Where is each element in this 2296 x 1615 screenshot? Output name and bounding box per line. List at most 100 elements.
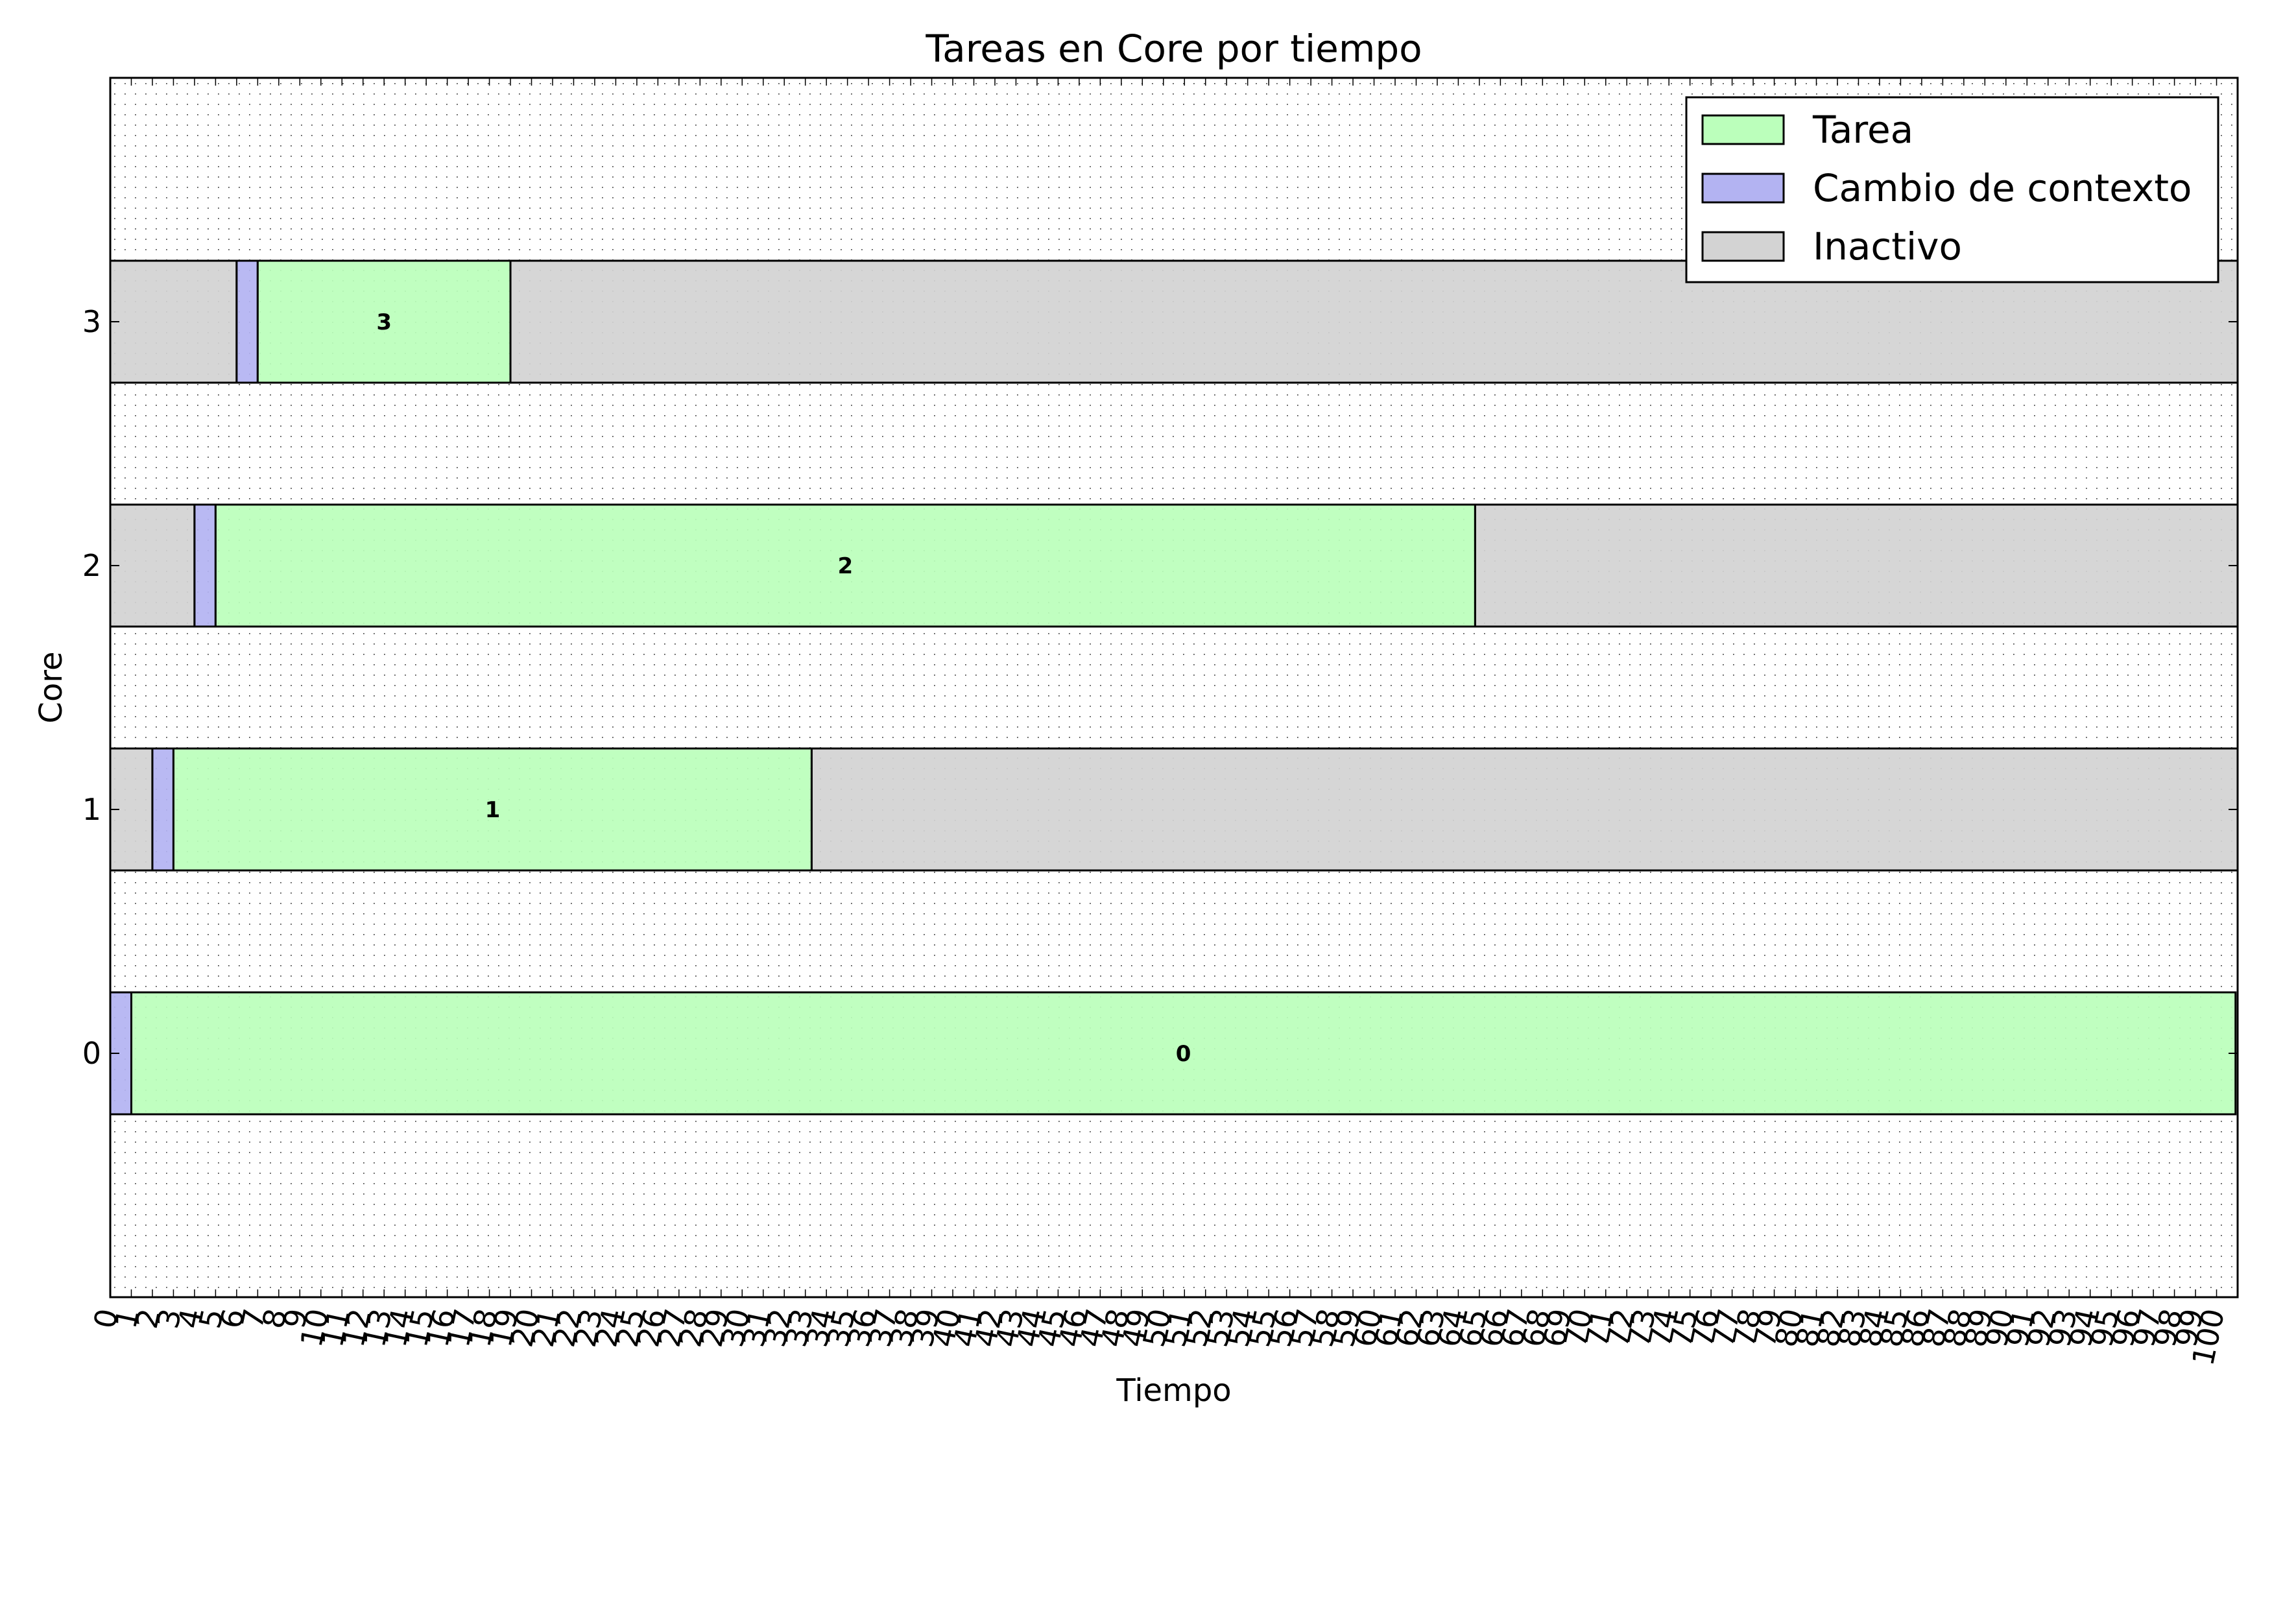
segment-label-core1: 1 [485, 797, 501, 823]
y-axis-label: Core [33, 651, 69, 723]
x-tick-label: 94 [2063, 1306, 2105, 1350]
bar-segment-core1-tarea [172, 747, 813, 872]
x-tick-label: 71 [1579, 1306, 1621, 1350]
x-tick-label: 66 [1473, 1306, 1515, 1350]
x-tick-label: 61 [1368, 1306, 1410, 1350]
x-tick-label: 49 [1115, 1306, 1157, 1350]
bar-segment-core2-inactivo [1474, 503, 2239, 628]
x-tick-label: 90 [1979, 1306, 2021, 1350]
x-tick-label: 48 [1094, 1306, 1136, 1350]
x-tick-label: 57 [1284, 1306, 1326, 1350]
x-tick-label: 60 [1346, 1306, 1389, 1350]
x-tick-label: 70 [1557, 1306, 1599, 1350]
x-tick-label: 93 [2042, 1306, 2084, 1350]
bar-segment-core2-tarea [214, 503, 1476, 628]
x-tick-label: 27 [652, 1306, 694, 1350]
x-tick-label: 65 [1452, 1306, 1494, 1350]
x-tick-label: 37 [862, 1306, 904, 1350]
legend-label-cambio: Cambio de contexto [1813, 166, 2192, 210]
x-axis-label: Tiempo [1116, 1372, 1231, 1409]
x-axis-ticks: 0123456789101112131415161718192021222324… [87, 78, 2231, 1369]
x-tick-label: 36 [841, 1306, 883, 1350]
x-tick-label: 20 [504, 1306, 546, 1350]
x-tick-label: 67 [1494, 1306, 1537, 1350]
x-tick-label: 40 [926, 1306, 968, 1350]
legend-swatch-tarea [1701, 114, 1785, 145]
y-tick-label: 1 [82, 792, 101, 827]
x-tick-label: 12 [335, 1306, 377, 1350]
x-tick-label: 76 [1684, 1306, 1726, 1350]
bar-segment-core3-tarea [256, 259, 512, 384]
x-tick-label: 62 [1389, 1306, 1431, 1350]
x-tick-label: 56 [1262, 1306, 1304, 1350]
x-tick-label: 78 [1726, 1306, 1768, 1350]
x-tick-label: 91 [2000, 1306, 2042, 1350]
y-tick-label: 3 [82, 304, 101, 339]
x-tick-label: 89 [1957, 1306, 2000, 1350]
segment-label-core2: 2 [838, 553, 854, 579]
x-tick-label: 95 [2084, 1306, 2126, 1350]
core-bars [109, 259, 2239, 1116]
x-tick-label: 34 [799, 1306, 841, 1350]
x-tick-label: 84 [1852, 1306, 1895, 1350]
x-tick-label: 69 [1537, 1306, 1579, 1350]
legend-label-tarea: Tarea [1812, 108, 1913, 152]
x-tick-label: 23 [568, 1306, 610, 1350]
x-tick-label: 46 [1052, 1306, 1094, 1350]
bar-segment-core3-inactivo [109, 259, 238, 384]
legend-swatch-inactivo [1701, 231, 1785, 262]
x-tick-label: 58 [1304, 1306, 1346, 1350]
x-tick-label: 22 [546, 1306, 588, 1350]
legend-swatch-cambio [1701, 173, 1785, 204]
x-tick-label: 43 [988, 1306, 1031, 1350]
x-tick-label: 86 [1895, 1306, 1937, 1350]
chart-title: Tareas en Core por tiempo [925, 27, 1422, 71]
x-tick-label: 81 [1789, 1306, 1831, 1350]
x-tick-label: 68 [1515, 1306, 1557, 1350]
x-tick-label: 11 [315, 1306, 357, 1350]
x-tick-label: 87 [1915, 1306, 1957, 1350]
x-tick-label: 77 [1704, 1306, 1747, 1350]
x-tick-label: 28 [673, 1306, 715, 1350]
bar-segment-core2-cambio [193, 503, 217, 628]
x-tick-label: 17 [441, 1306, 483, 1350]
x-tick-label: 35 [820, 1306, 862, 1350]
legend-label-inactivo: Inactivo [1813, 224, 1962, 269]
x-tick-label: 10 [294, 1306, 336, 1350]
x-tick-label: 80 [1768, 1306, 1810, 1350]
x-tick-label: 92 [2020, 1306, 2063, 1350]
x-tick-label: 30 [715, 1306, 757, 1350]
y-axis-ticks: 0 1 2 3 [82, 304, 2238, 1071]
x-tick-label: 21 [525, 1306, 568, 1350]
y-tick-label: 2 [82, 548, 101, 583]
x-tick-label: 42 [968, 1306, 1010, 1350]
segment-label-core0: 0 [1176, 1041, 1191, 1067]
x-tick-label: 29 [694, 1306, 736, 1350]
bar-segment-core1-inactivo [810, 747, 2239, 872]
x-tick-label: 55 [1241, 1306, 1284, 1350]
legend: Tarea Cambio de contexto Inactivo [1685, 96, 2219, 283]
x-tick-label: 75 [1662, 1306, 1704, 1350]
x-tick-label: 15 [399, 1306, 441, 1350]
x-tick-label: 96 [2105, 1306, 2147, 1350]
x-tick-label: 39 [904, 1306, 946, 1350]
x-tick-label: 24 [588, 1306, 630, 1350]
plot-frame [109, 77, 2239, 1298]
x-tick-label: 18 [462, 1306, 504, 1350]
x-tick-label: 59 [1326, 1306, 1368, 1350]
x-tick-label: 52 [1178, 1306, 1220, 1350]
x-tick-label: 97 [2126, 1306, 2168, 1350]
x-tick-label: 79 [1747, 1306, 1789, 1350]
x-tick-label: 64 [1431, 1306, 1473, 1350]
x-tick-label: 72 [1599, 1306, 1642, 1350]
x-tick-label: 98 [2147, 1306, 2189, 1350]
bar-segment-core3-cambio [235, 259, 259, 384]
bar-segment-core2-inactivo [109, 503, 196, 628]
x-tick-label: 33 [778, 1306, 820, 1350]
x-tick-label: 73 [1620, 1306, 1662, 1350]
x-tick-label: 63 [1410, 1306, 1452, 1350]
x-tick-label: 38 [883, 1306, 926, 1350]
x-tick-label: 19 [483, 1306, 525, 1350]
x-tick-label: 50 [1136, 1306, 1178, 1350]
x-tick-label: 74 [1642, 1306, 1684, 1350]
